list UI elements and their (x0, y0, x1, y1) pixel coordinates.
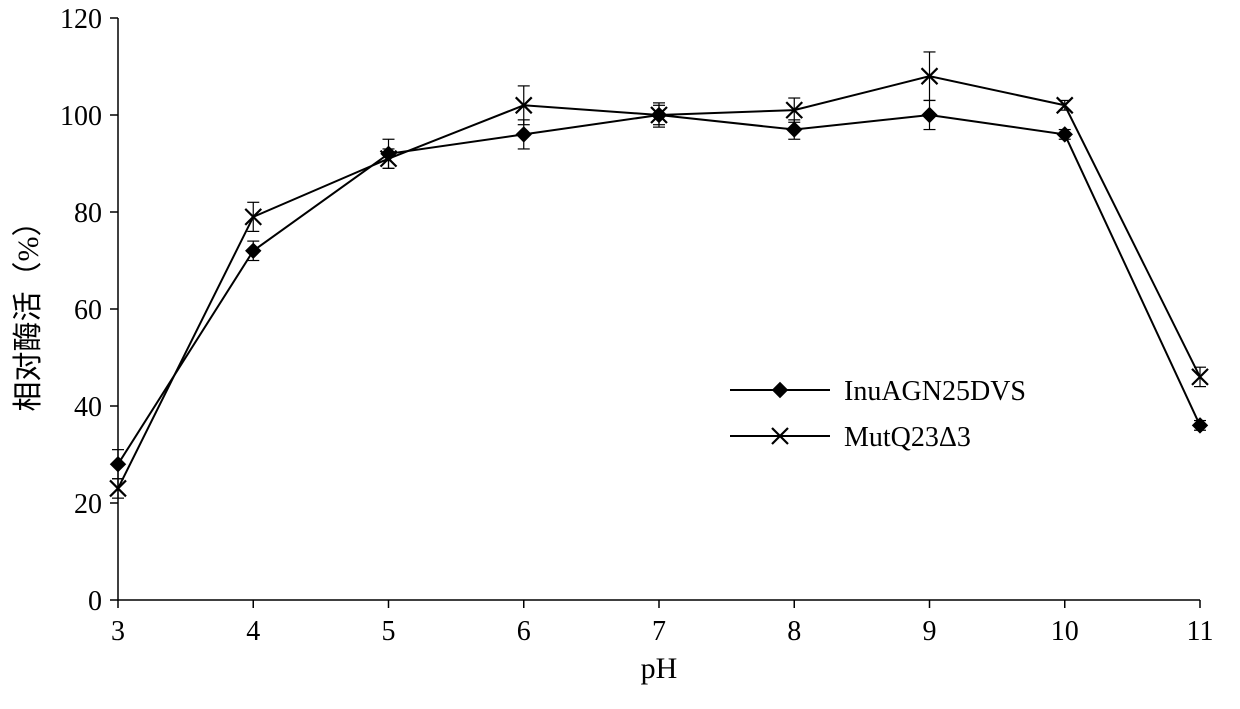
x-tick-label: 3 (111, 616, 125, 647)
y-tick-label: 40 (74, 392, 102, 423)
x-tick-label: 8 (787, 616, 801, 647)
diamond-marker (516, 127, 531, 142)
y-axis-label: 相对酶活（%） (12, 207, 45, 412)
diamond-marker (787, 122, 802, 137)
y-tick-label: 100 (60, 101, 102, 132)
y-tick-label: 0 (88, 586, 102, 617)
diamond-marker (246, 243, 261, 258)
legend-label: MutQ23Δ3 (844, 422, 971, 453)
x-tick-label: 9 (923, 616, 937, 647)
x-marker (1057, 97, 1073, 113)
legend-label: InuAGN25DVS (844, 376, 1026, 407)
x-tick-label: 6 (517, 616, 531, 647)
diamond-marker (922, 108, 937, 123)
x-axis-label: pH (641, 652, 678, 685)
y-tick-label: 60 (74, 295, 102, 326)
series-mut (110, 52, 1208, 498)
diamond-marker (773, 383, 788, 398)
y-tick-label: 120 (60, 4, 102, 35)
y-tick-label: 20 (74, 489, 102, 520)
y-tick-label: 80 (74, 198, 102, 229)
x-tick-label: 5 (382, 616, 396, 647)
x-tick-label: 7 (652, 616, 666, 647)
x-tick-label: 10 (1051, 616, 1079, 647)
x-tick-label: 4 (246, 616, 260, 647)
series-line (118, 76, 1200, 488)
line-chart: 3 4 5 6 7 8 9 10 11 0 20 40 60 80 100 120 pH 相对酶活（%） InuAG… (0, 0, 1240, 709)
chart-container: 3 4 5 6 7 8 9 10 11 0 20 40 60 80 100 120 pH 相对酶活（%） InuAG… (0, 0, 1240, 709)
diamond-marker (111, 457, 126, 472)
series-inu (111, 100, 1208, 478)
series-line (118, 115, 1200, 464)
x-tick-label: 11 (1187, 616, 1214, 647)
legend: InuAGN25DVS MutQ23Δ3 (730, 376, 1026, 453)
